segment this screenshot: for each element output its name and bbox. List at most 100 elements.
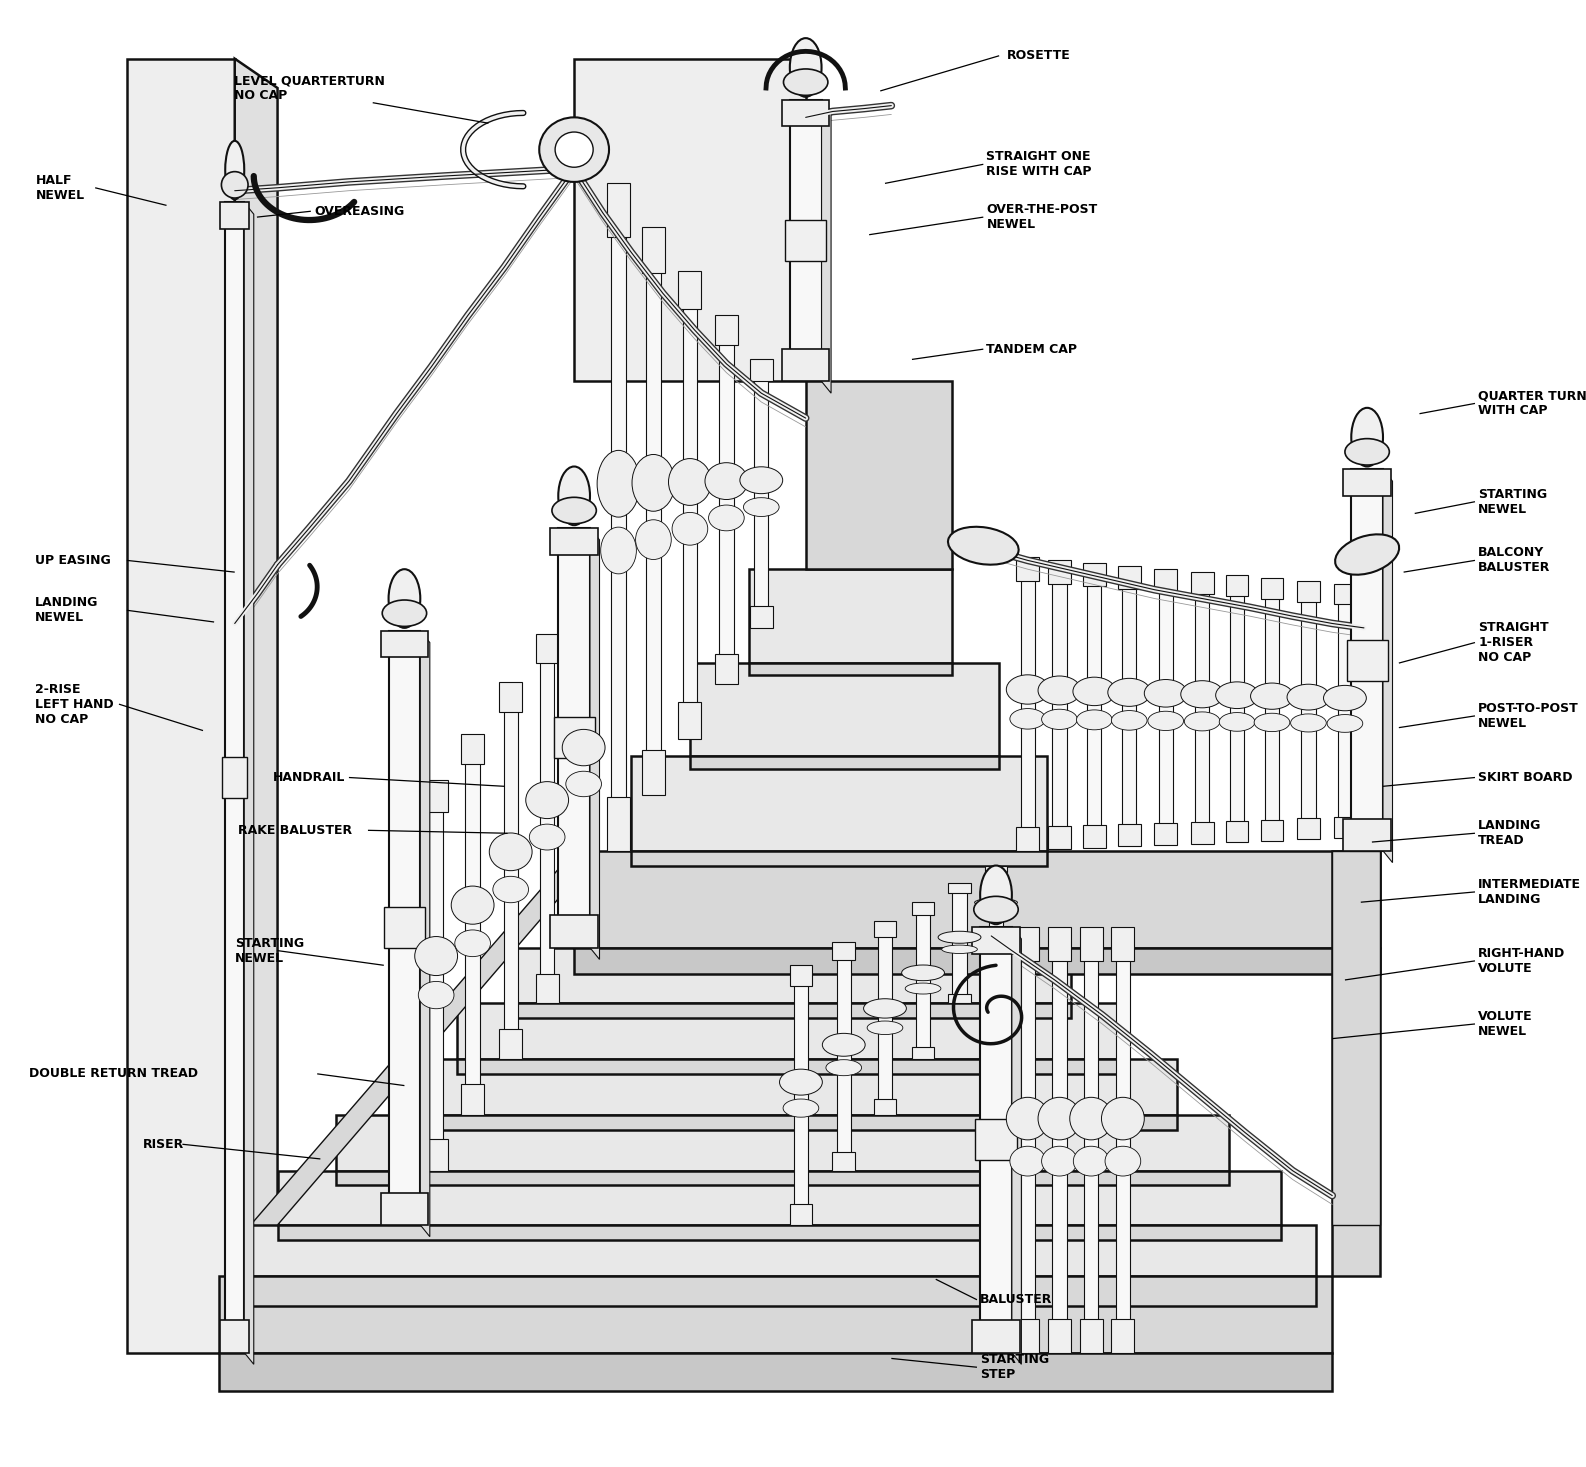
Polygon shape — [336, 1115, 1229, 1171]
Text: TANDEM CAP: TANDEM CAP — [986, 343, 1077, 355]
Ellipse shape — [1101, 1097, 1145, 1140]
Ellipse shape — [1335, 534, 1399, 575]
Polygon shape — [753, 373, 769, 615]
Polygon shape — [1261, 820, 1283, 841]
Ellipse shape — [1345, 439, 1389, 465]
Polygon shape — [1343, 469, 1391, 496]
Polygon shape — [1048, 560, 1071, 584]
Text: RIGHT-HAND
VOLUTE: RIGHT-HAND VOLUTE — [1478, 946, 1565, 976]
Polygon shape — [1155, 569, 1177, 591]
Ellipse shape — [709, 505, 744, 531]
Polygon shape — [1112, 1319, 1134, 1353]
Polygon shape — [389, 631, 420, 1225]
Polygon shape — [1053, 575, 1066, 835]
Polygon shape — [278, 1225, 1281, 1240]
Polygon shape — [750, 359, 772, 381]
Ellipse shape — [1072, 678, 1117, 706]
Ellipse shape — [1216, 682, 1259, 709]
Ellipse shape — [1074, 1146, 1109, 1177]
Polygon shape — [536, 634, 558, 663]
Polygon shape — [1383, 469, 1393, 863]
Ellipse shape — [1185, 711, 1220, 731]
Polygon shape — [1053, 949, 1066, 1332]
Polygon shape — [1048, 826, 1071, 849]
Ellipse shape — [868, 1021, 902, 1034]
Ellipse shape — [1069, 1097, 1113, 1140]
Text: UP EASING: UP EASING — [35, 555, 111, 566]
Ellipse shape — [1180, 681, 1224, 707]
Polygon shape — [1266, 591, 1278, 827]
Text: BALUSTER: BALUSTER — [980, 1294, 1053, 1306]
Polygon shape — [220, 202, 249, 229]
Polygon shape — [1158, 582, 1172, 832]
Polygon shape — [948, 883, 971, 893]
Text: STRAIGHT ONE
RISE WITH CAP: STRAIGHT ONE RISE WITH CAP — [986, 150, 1093, 179]
Polygon shape — [381, 631, 428, 657]
Polygon shape — [577, 601, 590, 930]
Polygon shape — [384, 907, 425, 949]
Polygon shape — [425, 780, 447, 811]
Text: RISER: RISER — [143, 1138, 184, 1150]
Ellipse shape — [563, 729, 606, 766]
Polygon shape — [1080, 927, 1102, 961]
Polygon shape — [1351, 469, 1383, 851]
Polygon shape — [690, 663, 999, 756]
Text: STARTING
NEWEL: STARTING NEWEL — [1478, 487, 1548, 516]
Ellipse shape — [1037, 1097, 1082, 1140]
Polygon shape — [466, 753, 479, 1096]
Polygon shape — [1017, 1319, 1039, 1353]
Polygon shape — [833, 1153, 855, 1171]
Polygon shape — [1117, 949, 1129, 1332]
Ellipse shape — [488, 833, 531, 870]
Polygon shape — [515, 948, 1071, 1003]
Ellipse shape — [416, 936, 458, 976]
Text: SKIRT BOARD: SKIRT BOARD — [1478, 772, 1573, 783]
Ellipse shape — [598, 450, 641, 516]
Ellipse shape — [1255, 713, 1289, 732]
Polygon shape — [715, 654, 737, 684]
Ellipse shape — [527, 782, 568, 819]
Ellipse shape — [1006, 1097, 1050, 1140]
Ellipse shape — [980, 866, 1012, 924]
Ellipse shape — [1010, 1146, 1045, 1177]
Polygon shape — [536, 974, 558, 1003]
Polygon shape — [607, 798, 630, 851]
Polygon shape — [1123, 581, 1136, 832]
Polygon shape — [718, 334, 734, 665]
Polygon shape — [749, 663, 952, 675]
Text: STRAIGHT
1-RISER
NO CAP: STRAIGHT 1-RISER NO CAP — [1478, 621, 1550, 665]
Ellipse shape — [939, 932, 980, 943]
Polygon shape — [554, 717, 595, 758]
Polygon shape — [222, 757, 247, 798]
Polygon shape — [879, 932, 891, 1105]
Polygon shape — [457, 1059, 1123, 1074]
Ellipse shape — [979, 908, 1013, 914]
Polygon shape — [1226, 820, 1248, 842]
Polygon shape — [631, 756, 1047, 851]
Polygon shape — [682, 295, 698, 716]
Ellipse shape — [1042, 709, 1077, 729]
Ellipse shape — [455, 930, 490, 956]
Text: STARTING
NEWEL: STARTING NEWEL — [235, 936, 305, 965]
Ellipse shape — [780, 1069, 822, 1094]
Polygon shape — [1155, 823, 1177, 845]
Polygon shape — [972, 1320, 1020, 1353]
Polygon shape — [220, 1320, 249, 1353]
Ellipse shape — [672, 512, 707, 546]
Text: ROSETTE: ROSETTE — [1007, 50, 1071, 62]
Polygon shape — [1017, 927, 1039, 961]
Polygon shape — [715, 315, 737, 345]
Polygon shape — [396, 1115, 1177, 1130]
Ellipse shape — [974, 896, 1018, 923]
Polygon shape — [1191, 822, 1213, 844]
Ellipse shape — [669, 459, 711, 505]
Polygon shape — [1112, 927, 1134, 961]
Polygon shape — [975, 1119, 1017, 1160]
Ellipse shape — [1286, 684, 1329, 710]
Polygon shape — [500, 682, 522, 713]
Ellipse shape — [1107, 678, 1151, 706]
Ellipse shape — [631, 455, 676, 512]
Text: BALCONY
BALUSTER: BALCONY BALUSTER — [1478, 546, 1551, 575]
Polygon shape — [952, 889, 966, 998]
Ellipse shape — [636, 519, 671, 559]
